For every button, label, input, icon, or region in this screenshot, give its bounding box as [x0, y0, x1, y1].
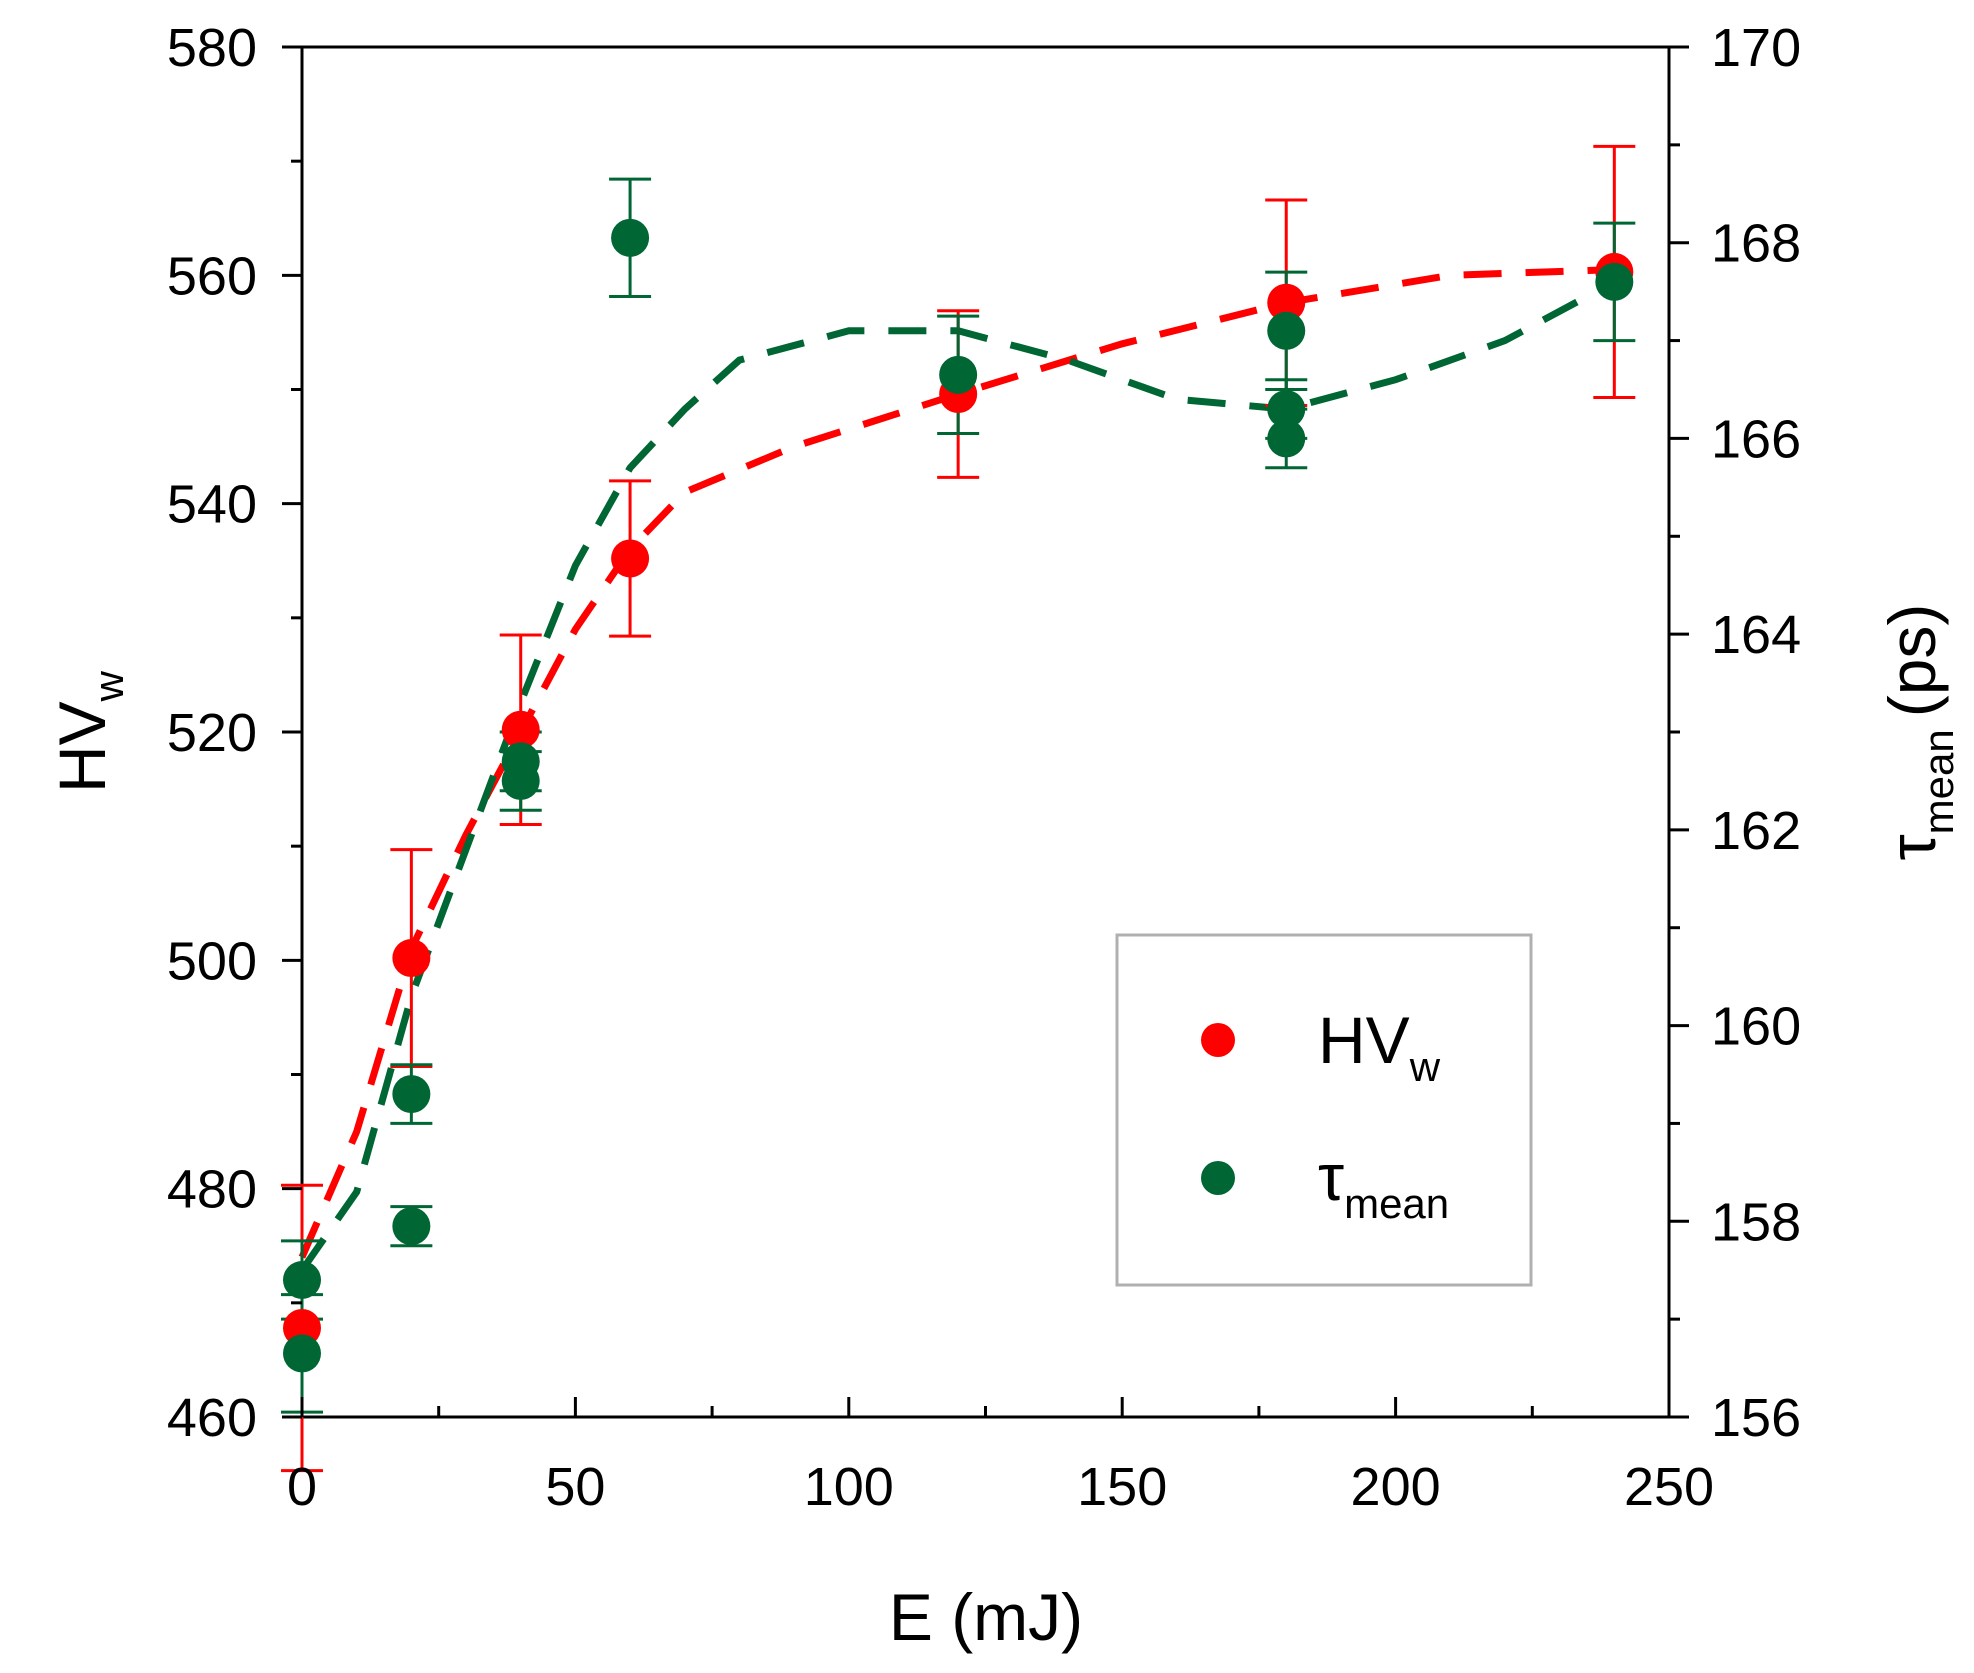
point-tau [283, 1261, 321, 1299]
trend-line-hv [298, 266, 1615, 1259]
axes-ticks: 0 50 100 150 200 250 460 480 500 520 540 560 580 156 1… [167, 18, 1801, 1517]
point-hv [501, 710, 540, 749]
y-right-tick-label: 164 [1711, 605, 1801, 665]
point-tau [501, 761, 540, 800]
x-tick-label: 100 [804, 1457, 894, 1517]
x-tick-label: 150 [1077, 1457, 1167, 1517]
point-hv [1267, 283, 1306, 322]
y-right-tick-label: 162 [1711, 801, 1801, 861]
legend-label-tau: τmean [1318, 1140, 1449, 1227]
legend-label-hv: HVw [1318, 1003, 1441, 1090]
x-tick-label: 200 [1351, 1457, 1441, 1517]
point-hv [611, 539, 650, 578]
point-tau [611, 218, 650, 257]
y-left-tick-label: 480 [167, 1160, 257, 1220]
y-left-tick-label: 520 [167, 703, 257, 763]
point-tau [1267, 390, 1306, 429]
legend: HVw τmean [1115, 933, 1533, 1287]
data-points [283, 218, 1634, 1373]
y-right-tick-label: 166 [1711, 409, 1801, 469]
point-tau [392, 1207, 431, 1246]
y-right-axis-title: τmean(ps) [1875, 604, 1962, 861]
x-tick-label: 250 [1624, 1457, 1714, 1517]
legend-marker-hv [1201, 1023, 1235, 1057]
point-tau [392, 1075, 431, 1114]
point-tau [1267, 311, 1306, 350]
y-left-axis-title: HVw [45, 670, 132, 793]
x-tick-label: 0 [287, 1457, 317, 1517]
y-right-tick-label: 158 [1711, 1192, 1801, 1252]
y-left-tick-label: 580 [167, 18, 257, 78]
y-right-tick-label: 160 [1711, 997, 1801, 1057]
y-left-tick-label: 560 [167, 246, 257, 306]
point-tau [1595, 262, 1634, 301]
point-hv [392, 939, 431, 978]
point-tau [939, 355, 978, 394]
point-tau [283, 1334, 321, 1373]
x-axis-title: E (mJ) [889, 1580, 1083, 1654]
y-left-tick-label: 460 [167, 1388, 257, 1448]
trend-line-tau [299, 278, 1616, 1273]
y-right-tick-label: 156 [1711, 1388, 1801, 1448]
trend-lines [298, 266, 1616, 1273]
y-left-tick-label: 540 [167, 475, 257, 535]
y-right-tick-label: 170 [1711, 18, 1801, 78]
point-tau [1267, 419, 1306, 458]
y-left-tick-label: 500 [167, 931, 257, 991]
legend-box [1115, 933, 1533, 1287]
legend-marker-tau [1201, 1161, 1235, 1195]
x-tick-label: 50 [545, 1457, 605, 1517]
y-right-tick-label: 168 [1711, 214, 1801, 274]
